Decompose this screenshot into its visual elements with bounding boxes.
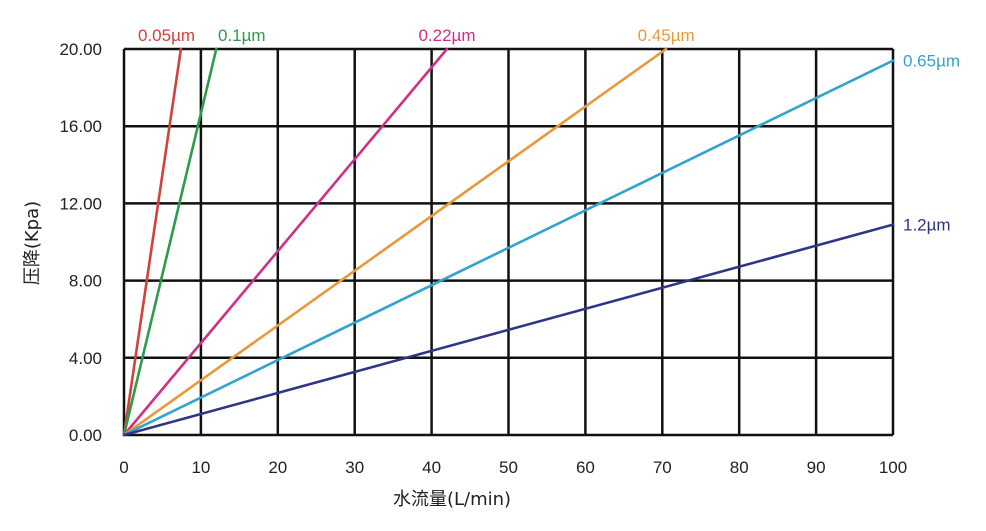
tick-labels: 0 10 20 30 40 50 60 70 80 90 100 0.00 4.00 8.00 12.00 1…	[59, 40, 907, 477]
series-label: 0.45µm	[638, 26, 695, 45]
series-label: 1.2µm	[903, 216, 951, 235]
series-label: 0.65µm	[903, 52, 960, 71]
x-tick-label: 90	[807, 458, 826, 477]
series-line	[122, 59, 895, 437]
series-line	[122, 47, 449, 437]
y-tick-label: 8.00	[69, 272, 102, 291]
x-tick-label: 0	[119, 458, 128, 477]
series-label: 0.22µm	[418, 26, 475, 45]
series-labels: 0.05µm 0.1µm 0.22µm 0.45µm 0.65µm 1.2µm	[138, 26, 960, 235]
y-tick-label: 20.00	[59, 40, 102, 59]
grid	[122, 47, 895, 437]
x-tick-label: 80	[730, 458, 749, 477]
x-tick-label: 30	[345, 458, 364, 477]
series-label: 0.1µm	[218, 26, 266, 45]
y-tick-label: 4.00	[69, 349, 102, 368]
y-axis-title: 压降(Kpa)	[22, 201, 43, 285]
x-tick-label: 50	[499, 458, 518, 477]
series-line	[122, 47, 183, 437]
series-line	[122, 223, 895, 437]
x-axis-title: 水流量(L/min)	[393, 489, 511, 510]
series-line	[122, 47, 218, 437]
series-lines	[122, 47, 895, 437]
x-tick-label: 60	[576, 458, 595, 477]
series-label: 0.05µm	[138, 26, 195, 45]
y-tick-label: 12.00	[59, 194, 102, 213]
series-line	[122, 47, 668, 437]
x-tick-label: 100	[879, 458, 907, 477]
x-tick-label: 70	[653, 458, 672, 477]
y-tick-label: 16.00	[59, 117, 102, 136]
x-tick-label: 20	[268, 458, 287, 477]
x-tick-label: 40	[422, 458, 441, 477]
x-tick-label: 10	[191, 458, 210, 477]
y-tick-label: 0.00	[69, 426, 102, 445]
